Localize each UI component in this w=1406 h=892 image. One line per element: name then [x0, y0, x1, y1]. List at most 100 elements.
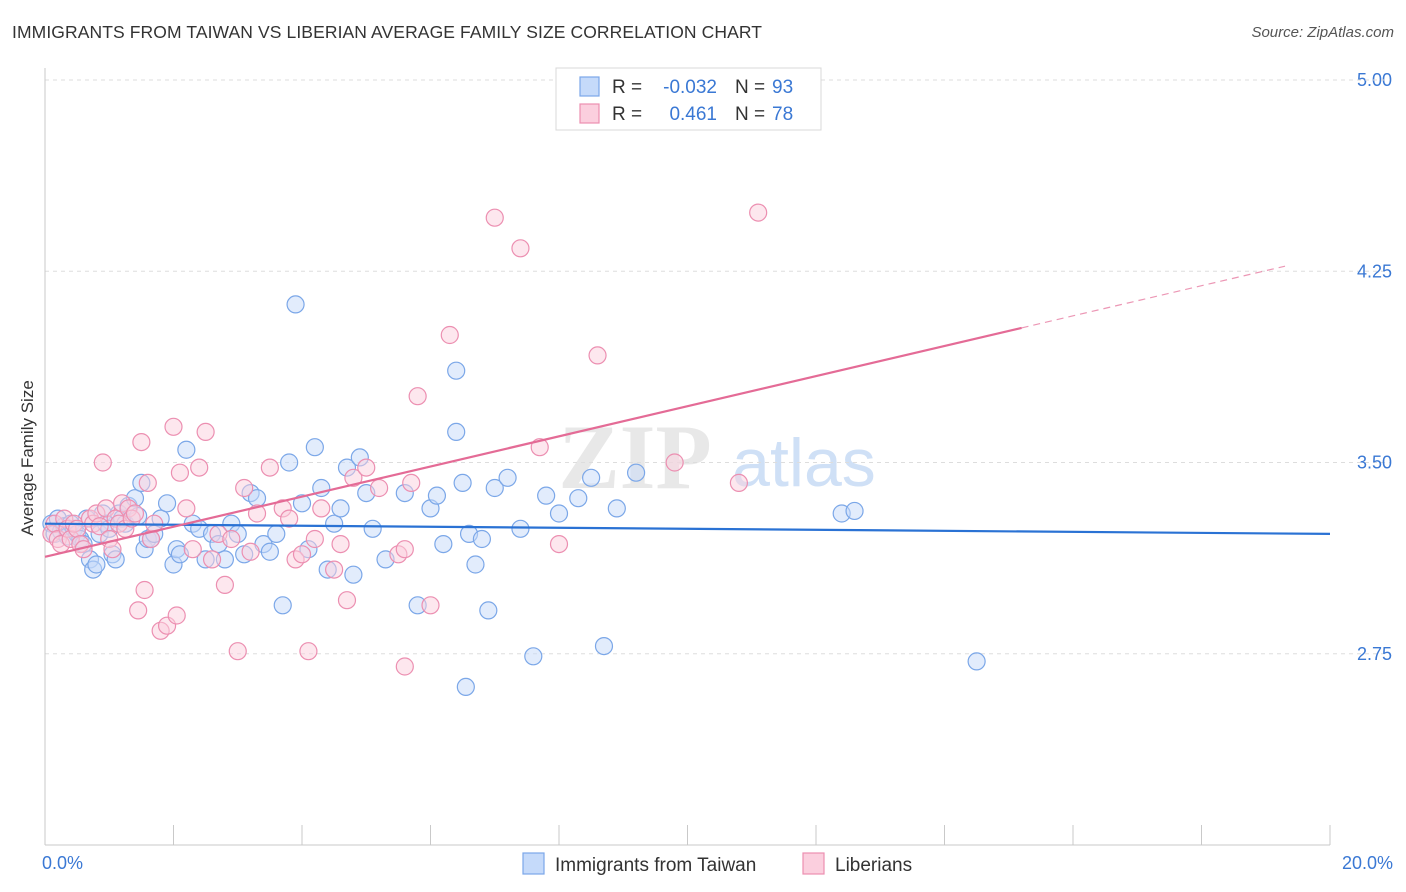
stats-r-value: 0.461 — [669, 104, 717, 125]
watermark-atlas: atlas — [732, 425, 876, 501]
x-tick-label: 20.0% — [1342, 853, 1393, 873]
taiwan-point — [286, 295, 305, 314]
taiwan-point — [273, 596, 292, 615]
liberian-point — [395, 540, 414, 559]
chart-title: IMMIGRANTS FROM TAIWAN VS LIBERIAN AVERA… — [12, 22, 763, 42]
liberian-point — [235, 478, 254, 498]
taiwan-trend-line — [44, 522, 1331, 535]
liberian-point — [90, 517, 109, 536]
stats-legend-box — [555, 67, 822, 131]
taiwan-point — [498, 468, 517, 487]
legend-label: Immigrants from Taiwan — [555, 855, 756, 876]
taiwan-point — [594, 636, 614, 656]
liberian-point — [440, 325, 459, 345]
liberian-point — [402, 473, 421, 492]
liberian-point — [228, 642, 247, 661]
legend-label: Liberians — [835, 855, 912, 876]
liberian-point — [588, 346, 607, 365]
taiwan-point — [260, 542, 279, 561]
legend-swatch — [802, 852, 825, 875]
stats-swatch — [579, 76, 600, 97]
y-tick-label: 3.50 — [1357, 453, 1392, 473]
taiwan-point — [524, 647, 543, 666]
liberian-point — [170, 463, 190, 482]
liberian-point — [749, 203, 768, 222]
liberian-point — [138, 473, 157, 492]
x-tick-label: 0.0% — [42, 853, 83, 873]
legend-swatch — [522, 852, 545, 875]
watermark-zip: ZIP — [558, 406, 711, 508]
y-tick-label: 4.25 — [1357, 261, 1392, 281]
taiwan-point — [427, 486, 447, 505]
liberian-trend-extension — [1021, 265, 1286, 329]
taiwan-point — [472, 529, 491, 549]
liberian-point — [305, 529, 324, 549]
liberian-point — [125, 504, 145, 523]
liberian-point — [370, 478, 389, 498]
liberian-point — [729, 473, 749, 492]
taiwan-point — [549, 504, 569, 523]
stats-n-label: N = — [735, 104, 765, 125]
taiwan-point — [447, 422, 466, 441]
liberian-point — [511, 239, 530, 258]
taiwan-point — [292, 494, 312, 513]
liberian-point — [665, 453, 684, 472]
liberian-point — [549, 534, 569, 554]
source-label: Source: ZipAtlas.com — [1251, 24, 1394, 41]
taiwan-point — [325, 514, 344, 533]
stats-n-label: N = — [735, 77, 765, 98]
liberian-point — [129, 601, 148, 620]
taiwan-point — [87, 555, 106, 574]
liberian-point — [331, 534, 350, 554]
liberian-point — [292, 545, 312, 564]
taiwan-point — [363, 519, 382, 538]
liberian-point — [202, 550, 222, 569]
liberian-point — [164, 417, 183, 436]
taiwan-point — [582, 468, 601, 487]
liberian-point — [312, 499, 331, 518]
liberian-point — [132, 433, 151, 452]
taiwan-point — [267, 524, 286, 544]
liberian-trend-line — [44, 326, 1022, 558]
taiwan-point — [607, 499, 626, 518]
liberian-point — [222, 529, 241, 549]
taiwan-point — [967, 652, 986, 671]
stats-swatch — [579, 103, 600, 124]
stats-r-label: R = — [612, 77, 642, 98]
liberian-point — [167, 606, 186, 625]
taiwan-point — [569, 489, 588, 508]
liberian-point — [344, 468, 363, 487]
taiwan-point — [331, 499, 350, 518]
taiwan-point — [626, 463, 646, 482]
taiwan-point — [280, 453, 299, 472]
liberian-point — [93, 453, 112, 472]
liberian-point — [190, 458, 209, 477]
liberian-point — [183, 540, 202, 559]
taiwan-point — [305, 438, 324, 457]
taiwan-point — [447, 361, 466, 380]
taiwan-point — [434, 534, 453, 554]
liberian-point — [421, 596, 440, 615]
taiwan-point — [157, 494, 177, 513]
liberian-point — [241, 542, 260, 561]
liberian-point — [215, 575, 234, 595]
liberian-point — [135, 580, 154, 600]
liberian-point — [280, 509, 299, 528]
taiwan-point — [485, 478, 504, 498]
taiwan-point — [177, 440, 196, 459]
stats-r-value: -0.032 — [663, 77, 717, 98]
liberian-point — [357, 458, 376, 477]
taiwan-point — [845, 501, 864, 521]
liberian-point — [177, 499, 196, 518]
liberian-point — [260, 458, 279, 477]
taiwan-point — [466, 555, 485, 574]
stats-n-value: 93 — [772, 77, 793, 98]
taiwan-point — [453, 473, 472, 492]
stats-r-label: R = — [612, 104, 642, 125]
taiwan-point — [456, 677, 475, 697]
liberian-point — [395, 657, 414, 676]
taiwan-point — [511, 519, 530, 538]
taiwan-point — [537, 486, 556, 505]
liberian-point — [299, 642, 318, 661]
